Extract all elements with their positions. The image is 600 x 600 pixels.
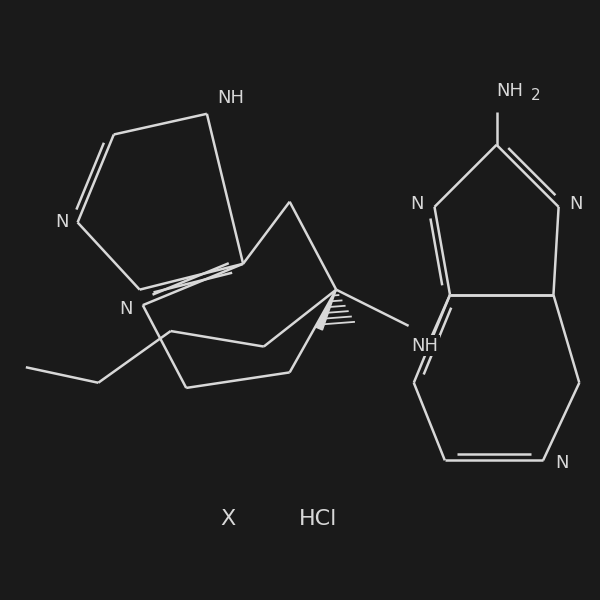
Text: N: N bbox=[569, 195, 583, 213]
Text: 2: 2 bbox=[531, 88, 541, 103]
Text: X: X bbox=[220, 509, 236, 529]
Text: HCl: HCl bbox=[299, 509, 337, 529]
Text: N: N bbox=[55, 214, 68, 232]
Text: NH: NH bbox=[412, 337, 439, 355]
Polygon shape bbox=[316, 290, 336, 330]
Text: NH: NH bbox=[497, 82, 524, 100]
Text: N: N bbox=[410, 195, 424, 213]
Text: N: N bbox=[555, 454, 569, 472]
Text: N: N bbox=[119, 301, 133, 319]
Text: NH: NH bbox=[218, 89, 245, 107]
